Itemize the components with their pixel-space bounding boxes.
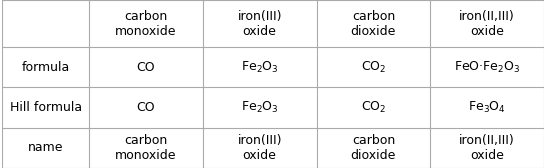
Text: Hill formula: Hill formula [10, 101, 82, 114]
Text: CO$_2$: CO$_2$ [361, 60, 386, 75]
Text: FeO·Fe$_2$O$_3$: FeO·Fe$_2$O$_3$ [454, 60, 521, 75]
Text: iron(III)
oxide: iron(III) oxide [237, 134, 282, 162]
Text: iron(II,III)
oxide: iron(II,III) oxide [459, 10, 515, 37]
Text: Fe$_3$O$_4$: Fe$_3$O$_4$ [468, 100, 506, 115]
Text: formula: formula [22, 61, 70, 74]
Text: iron(III)
oxide: iron(III) oxide [237, 10, 282, 37]
Text: CO: CO [137, 61, 155, 74]
Text: carbon
dioxide: carbon dioxide [351, 10, 396, 37]
Text: CO: CO [137, 101, 155, 114]
Text: CO$_2$: CO$_2$ [361, 100, 386, 115]
Text: name: name [28, 141, 64, 154]
Text: Fe$_2$O$_3$: Fe$_2$O$_3$ [241, 60, 279, 75]
Text: Fe$_2$O$_3$: Fe$_2$O$_3$ [241, 100, 279, 115]
Text: carbon
monoxide: carbon monoxide [115, 134, 177, 162]
Text: carbon
dioxide: carbon dioxide [351, 134, 396, 162]
Text: carbon
monoxide: carbon monoxide [115, 10, 177, 37]
Text: iron(II,III)
oxide: iron(II,III) oxide [459, 134, 515, 162]
